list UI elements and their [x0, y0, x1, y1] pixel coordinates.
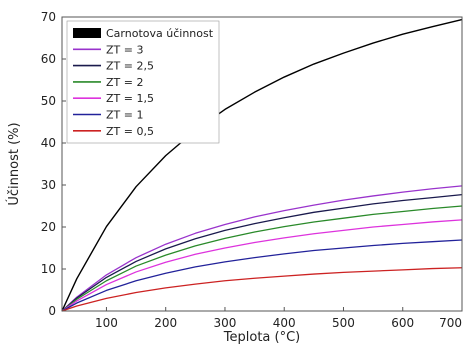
legend-label: ZT = 1 — [106, 109, 143, 122]
series-line-4 — [61, 219, 463, 312]
legend-label: ZT = 0,5 — [106, 125, 154, 138]
y-axis: 0 10 20 30 40 50 60 70 — [41, 10, 66, 318]
y-tick-label: 70 — [41, 10, 56, 24]
y-tick-label: 40 — [41, 136, 56, 150]
legend-swatch — [73, 28, 101, 38]
y-tick-label: 30 — [41, 178, 56, 192]
series-line-0 — [61, 18, 463, 312]
y-tick-label: 10 — [41, 262, 56, 276]
x-tick-label: 200 — [154, 316, 177, 330]
x-tick-label: 400 — [273, 316, 296, 330]
x-axis: 100 200 300 400 500 600 700 — [95, 307, 463, 330]
y-tick-label: 60 — [41, 52, 56, 66]
legend-box — [66, 20, 220, 144]
legend-label: Carnotova účinnost — [106, 27, 214, 40]
x-axis-title: Teplota (°C) — [223, 330, 300, 345]
plot-lines — [61, 18, 463, 312]
legend-label: ZT = 2 — [106, 76, 143, 89]
x-tick-label: 100 — [95, 316, 118, 330]
series-line-2 — [61, 194, 463, 312]
x-tick-label: 600 — [391, 316, 414, 330]
y-tick-label: 20 — [41, 220, 56, 234]
y-axis-title: Účinnost (%) — [6, 122, 22, 205]
legend-label: ZT = 3 — [106, 43, 143, 56]
series-line-5 — [61, 239, 463, 312]
plot-frame — [61, 16, 463, 312]
series-line-3 — [61, 205, 463, 312]
series-line-1 — [61, 185, 463, 312]
legend-label: ZT = 1,5 — [106, 92, 154, 105]
series-line-6 — [61, 267, 463, 312]
legend-label: ZT = 2,5 — [106, 60, 154, 73]
y-tick-label: 50 — [41, 94, 56, 108]
legend: Carnotova účinnost ZT = 3 ZT = 2,5 ZT = 2 ZT… — [66, 20, 220, 144]
y-tick-label: 0 — [48, 304, 56, 318]
x-tick-label: 300 — [214, 316, 237, 330]
x-tick-label: 700 — [439, 316, 462, 330]
x-tick-label: 500 — [332, 316, 355, 330]
